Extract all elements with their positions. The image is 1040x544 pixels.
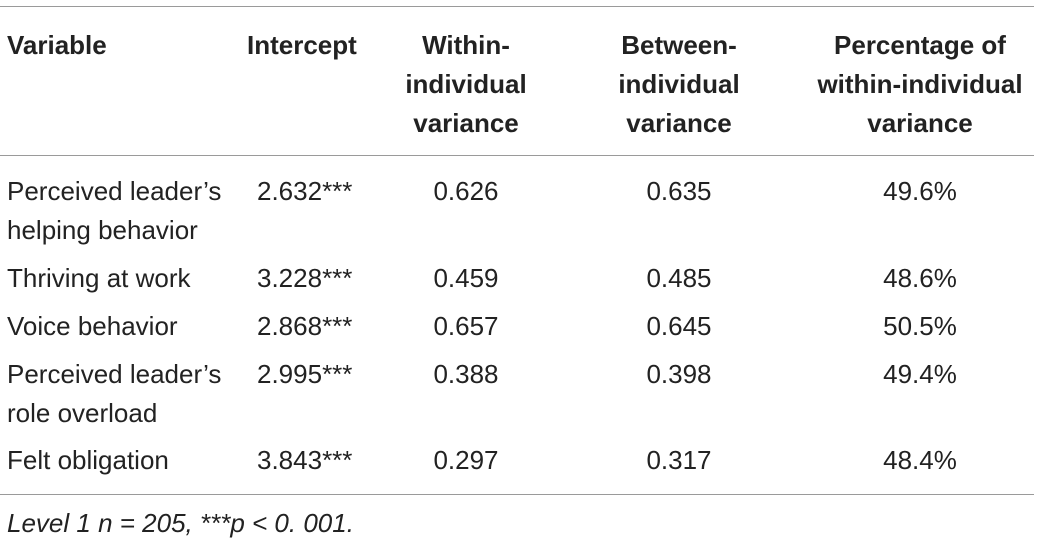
bottom-rule [0, 494, 1034, 495]
variable-line2: helping behavior [7, 215, 198, 245]
table-row-1-between: 0.635 [646, 176, 712, 206]
table-row-5-percentage: 48.4% [883, 445, 957, 475]
table-row-2-within: 0.459 [433, 263, 499, 293]
header-pct-line3: variance [867, 108, 973, 138]
top-rule [0, 6, 1034, 7]
table-row-1-intercept: 2.632*** [257, 176, 353, 206]
variable-line2: role overload [7, 398, 158, 428]
variable-line1: Perceived leader’s [7, 176, 222, 206]
table-row-1-percentage: 49.6% [883, 176, 957, 206]
table-row-2-intercept: 3.228*** [257, 263, 353, 293]
table-row-5-variable: Felt obligation [7, 445, 169, 475]
table-row-2-variable: Thriving at work [7, 263, 191, 293]
table-row-4-variable: Perceived leader’s role overload [7, 355, 247, 433]
table-row-3-within: 0.657 [433, 311, 499, 341]
table-row-2-between: 0.485 [646, 263, 712, 293]
table-row-1-within: 0.626 [433, 176, 499, 206]
header-percentage: Percentage of within-individual variance [800, 26, 1040, 143]
header-within-variance: Within- individual variance [398, 26, 534, 143]
table-footnote: Level 1 n = 205, ***p < 0. 001. [7, 508, 354, 538]
table-row-4-percentage: 49.4% [883, 359, 957, 389]
header-pct-line1: Percentage of [834, 30, 1006, 60]
header-between-line2: individual [618, 69, 740, 99]
table-row-4-between: 0.398 [646, 359, 712, 389]
table-row-4-within: 0.388 [433, 359, 499, 389]
table-row-3-intercept: 2.868*** [257, 311, 353, 341]
header-within-line3: variance [413, 108, 519, 138]
table-row-4-intercept: 2.995*** [257, 359, 353, 389]
table-row-3-between: 0.645 [646, 311, 712, 341]
header-between-variance: Between- individual variance [605, 26, 753, 143]
header-within-line1: Within- [422, 30, 510, 60]
table-row-5-between: 0.317 [646, 445, 712, 475]
header-within-line2: individual [405, 69, 527, 99]
header-pct-line2: within-individual [817, 69, 1023, 99]
table-row-3-percentage: 50.5% [883, 311, 957, 341]
header-rule [0, 155, 1034, 156]
table-row-1-variable: Perceived leader’s helping behavior [7, 172, 247, 250]
table-row-5-within: 0.297 [433, 445, 499, 475]
header-between-line1: Between- [621, 30, 737, 60]
table-row-5-intercept: 3.843*** [257, 445, 353, 475]
header-between-line3: variance [626, 108, 732, 138]
header-variable: Variable [7, 30, 107, 60]
table-row-2-percentage: 48.6% [883, 263, 957, 293]
table-row-3-variable: Voice behavior [7, 311, 178, 341]
variable-line1: Perceived leader’s [7, 359, 222, 389]
header-intercept: Intercept [247, 30, 357, 60]
